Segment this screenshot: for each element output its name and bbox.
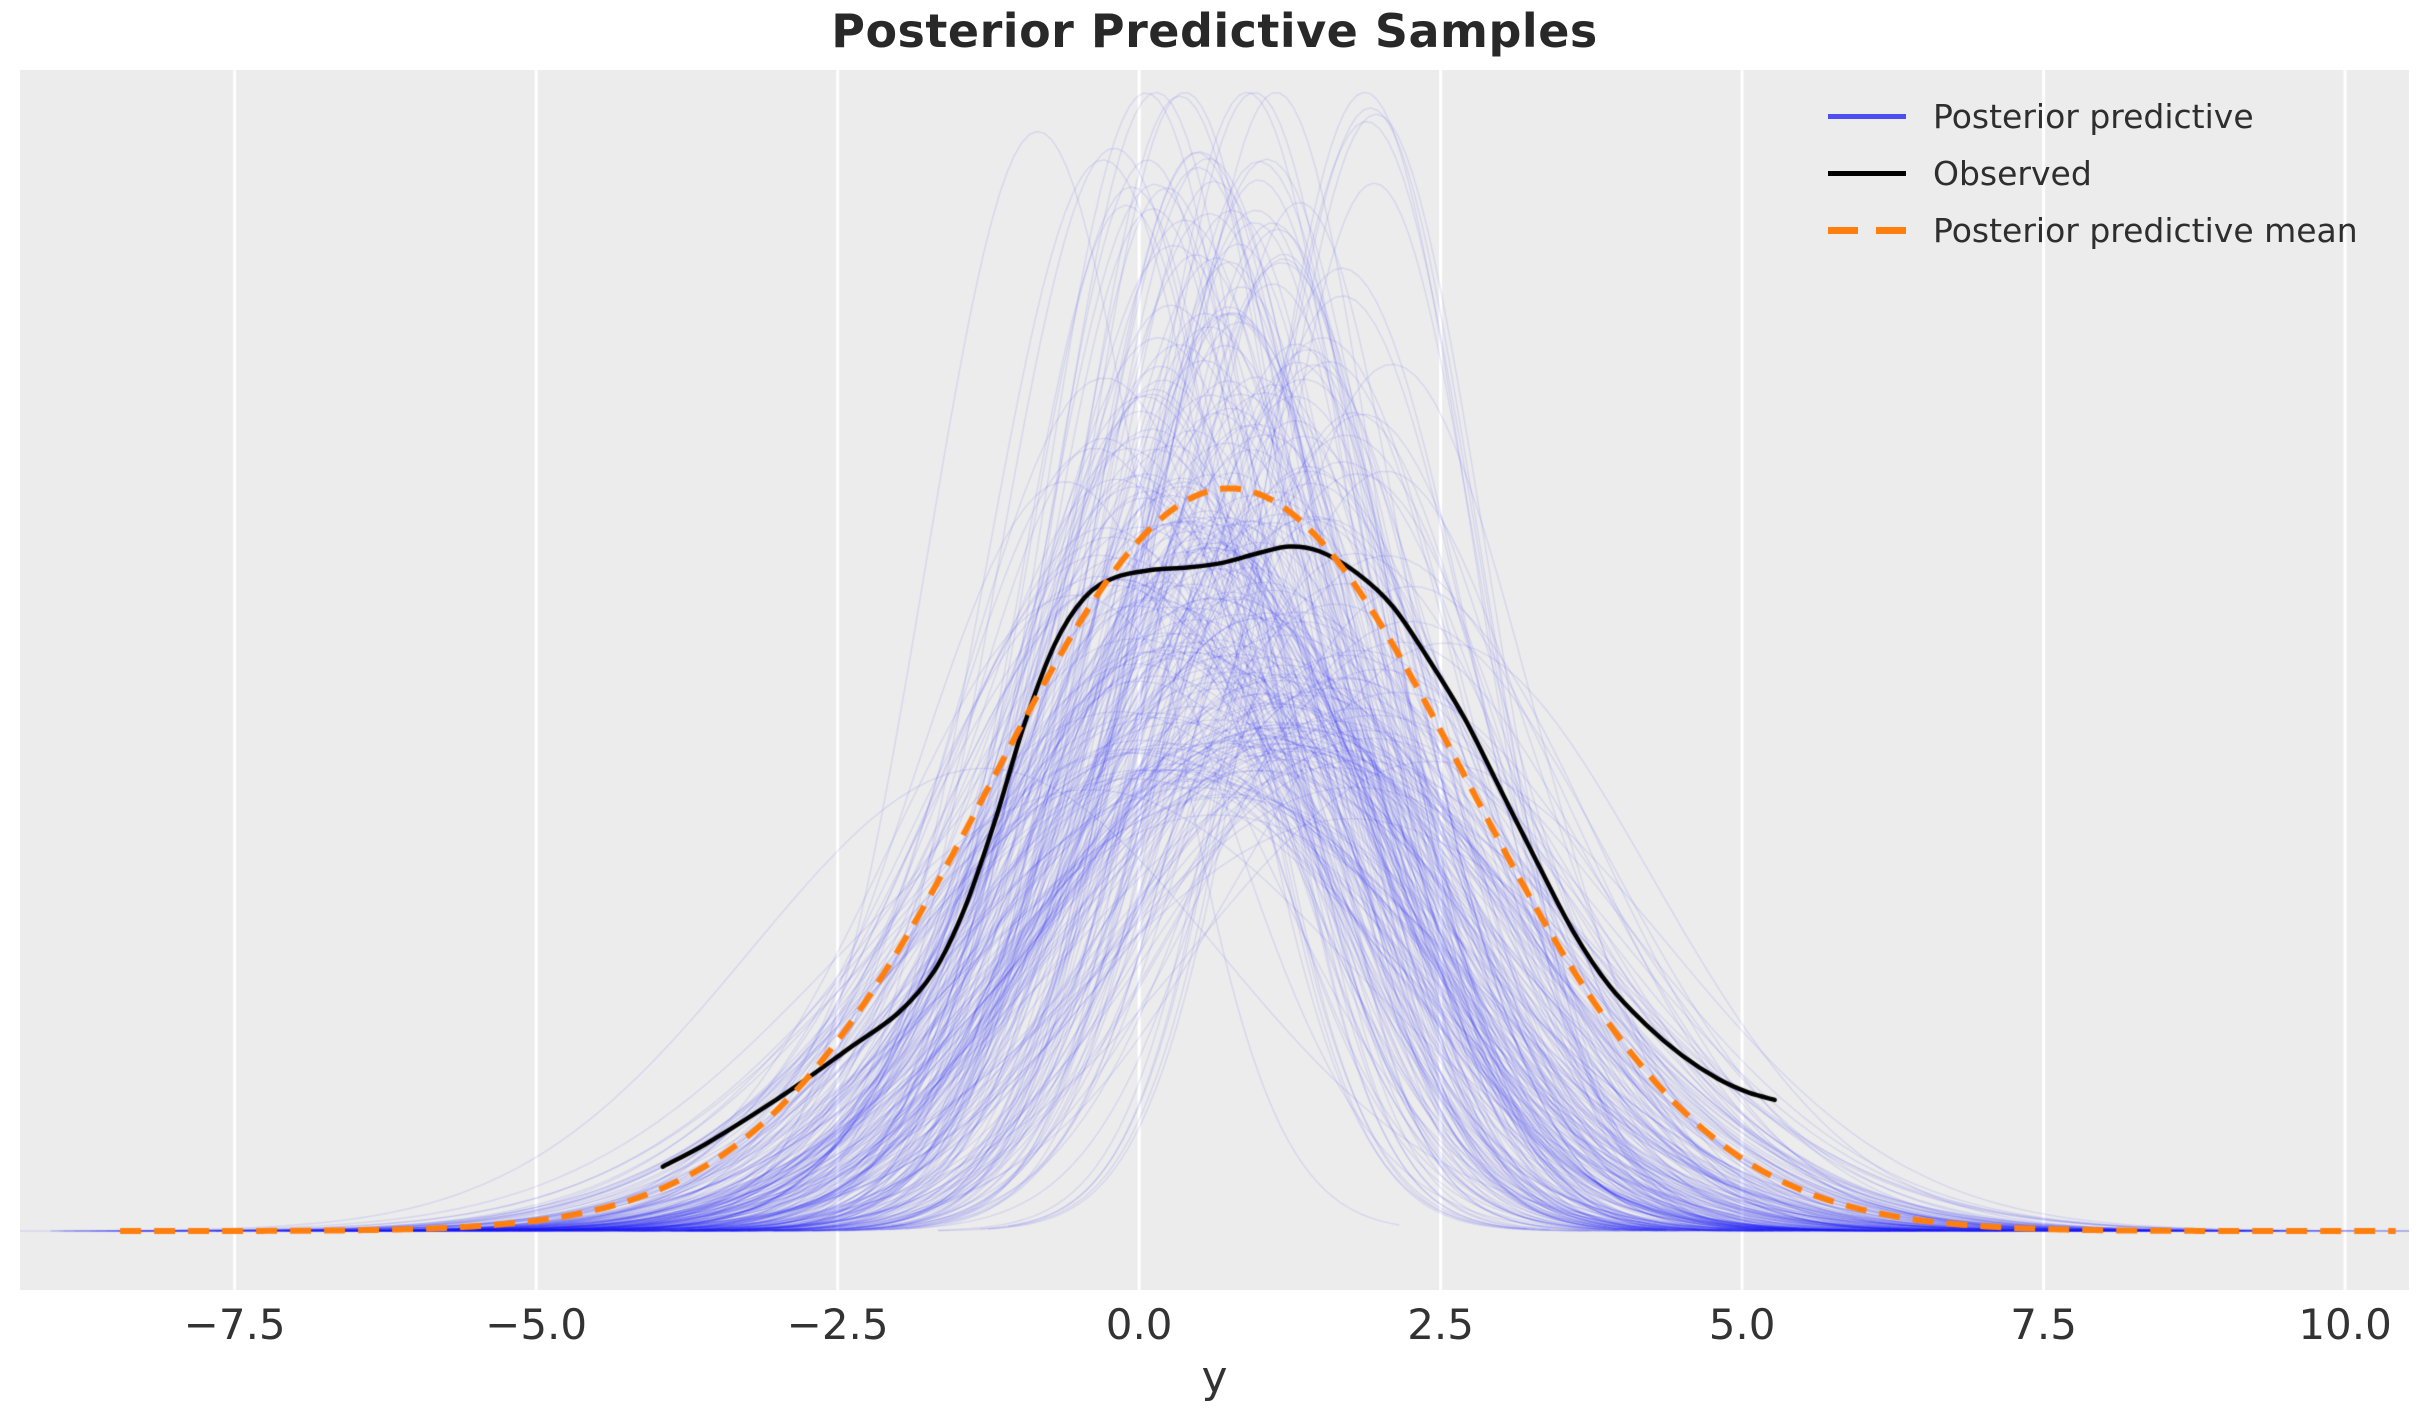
x-tick-label: 5.0 (1708, 1300, 1776, 1349)
legend-item-posterior-predictive: Posterior predictive (1828, 88, 2358, 145)
legend-item-posterior-predictive-mean: Posterior predictive mean (1828, 202, 2358, 259)
observed-line-icon (1828, 171, 1906, 176)
legend-label: Posterior predictive (1933, 97, 2254, 136)
chart-canvas (20, 70, 2409, 1290)
x-tick-label: −2.5 (786, 1300, 889, 1349)
x-tick-label: 7.5 (2010, 1300, 2077, 1349)
legend-label: Observed (1933, 154, 2092, 193)
legend-label: Posterior predictive mean (1933, 211, 2358, 250)
legend: Posterior predictive Observed Posterior … (1828, 88, 2358, 259)
chart-title: Posterior Predictive Samples (831, 4, 1598, 58)
x-tick-label: 10.0 (2298, 1300, 2392, 1349)
x-axis-label: y (1201, 1352, 1228, 1403)
plot-area (20, 70, 2409, 1290)
x-tick-label: −7.5 (183, 1300, 286, 1349)
x-tick-label: −5.0 (485, 1300, 588, 1349)
x-tick-label: 0.0 (1105, 1300, 1173, 1349)
posterior-predictive-line-icon (1828, 114, 1906, 119)
legend-item-observed: Observed (1828, 145, 2358, 202)
x-tick-label: 2.5 (1407, 1300, 1474, 1349)
posterior-predictive-mean-line-icon (1828, 227, 1906, 234)
